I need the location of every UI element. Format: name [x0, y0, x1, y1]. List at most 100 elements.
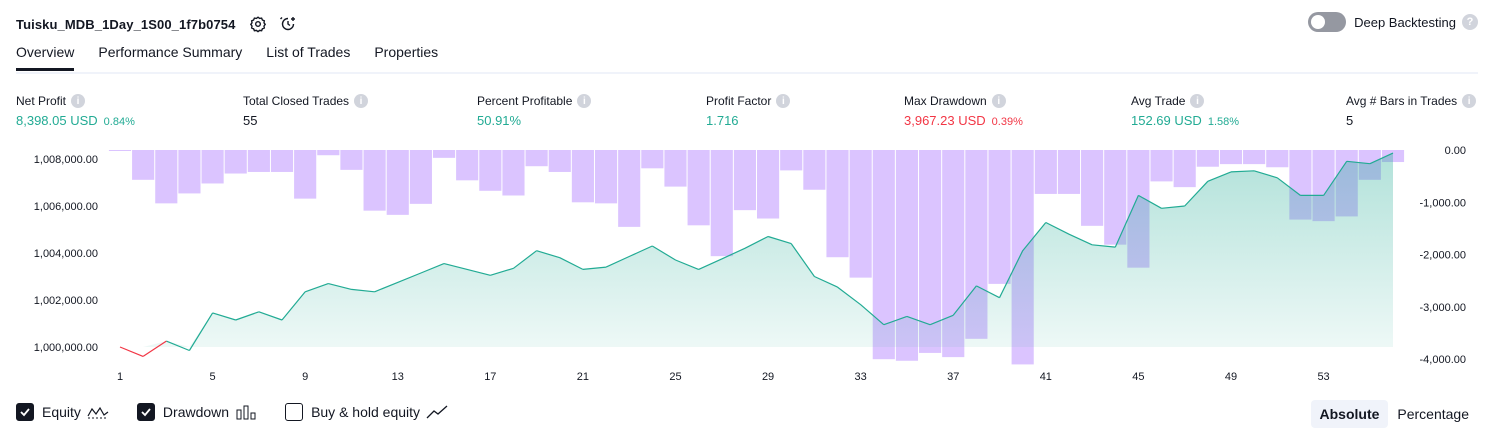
drawdown-bar — [1057, 150, 1081, 194]
drawdown-bar — [201, 150, 224, 184]
drawdown-bar — [525, 150, 548, 167]
trend-line-icon — [426, 405, 448, 419]
equity-checkbox[interactable] — [16, 403, 34, 421]
left-axis-tick: 1,002,000.00 — [34, 295, 98, 307]
tab-overview[interactable]: Overview — [16, 44, 75, 71]
metric-percent-profitable: Percent Profitable i 50.91% — [477, 94, 592, 128]
tabs-divider — [16, 72, 1478, 74]
drawdown-bar — [803, 150, 826, 190]
left-axis-tick: 1,000,000.00 — [34, 342, 98, 354]
drawdown-bar — [363, 150, 386, 211]
x-axis: 1 5 9 13 17 21 25 29 33 37 41 45 49 53 — [117, 371, 1330, 383]
left-axis-tick: 1,006,000.00 — [34, 201, 98, 213]
drawdown-bar — [919, 150, 942, 353]
info-icon[interactable]: i — [991, 94, 1006, 108]
drawdown-checkbox[interactable] — [136, 403, 155, 421]
info-icon[interactable]: i — [1190, 94, 1205, 108]
drawdown-bar — [1150, 150, 1173, 182]
x-axis-tick: 21 — [577, 371, 589, 383]
drawdown-bar — [1081, 150, 1104, 226]
drawdown-bar — [108, 150, 132, 151]
drawdown-bars — [108, 150, 1405, 365]
legend-buyhold[interactable]: Buy & hold equity — [285, 403, 448, 421]
strategy-title: Tuisku_MDB_1Day_1S00_1f7b0754 — [16, 16, 236, 32]
tab-properties[interactable]: Properties — [374, 44, 439, 60]
strategy-settings-button[interactable] — [245, 11, 271, 37]
chart-legend: Equity Drawdown Buy & hold equity — [16, 403, 476, 421]
buyhold-checkbox[interactable] — [285, 403, 304, 421]
drawdown-bar — [641, 150, 664, 169]
equity-drawdown-chart[interactable]: 1,008,000.00 1,006,000.00 1,004,000.00 1,00… — [0, 140, 1494, 394]
drawdown-bar — [386, 150, 409, 215]
legend-drawdown-label: Drawdown — [162, 404, 230, 420]
drawdown-bar — [571, 150, 594, 203]
metric-percent: 0.39% — [991, 116, 1023, 128]
percentage-button[interactable]: Percentage — [1397, 406, 1469, 422]
drawdown-bar — [1173, 150, 1196, 188]
x-axis-tick: 45 — [1132, 371, 1144, 383]
legend-drawdown[interactable]: Drawdown — [136, 403, 257, 421]
x-axis-tick: 1 — [117, 371, 123, 383]
help-icon[interactable]: ? — [1462, 14, 1478, 30]
info-icon[interactable]: i — [776, 94, 791, 108]
drawdown-bar — [895, 150, 919, 361]
x-axis-tick: 29 — [762, 371, 774, 383]
bar-chart-icon — [236, 405, 256, 420]
tab-bar: Overview Performance Summary List of Tra… — [16, 44, 462, 71]
drawdown-bar — [618, 150, 641, 227]
absolute-button[interactable]: Absolute — [1310, 400, 1389, 428]
equity-area — [119, 152, 1394, 357]
right-axis: 0.00 -1,000.00 -2,000.00 -3,000.00 -4,000.00 — [1420, 145, 1466, 366]
metric-value: 8,398.05 USD — [16, 113, 98, 128]
x-axis-tick: 25 — [669, 371, 681, 383]
tab-list-of-trades[interactable]: List of Trades — [266, 44, 351, 60]
drawdown-bar — [710, 150, 733, 257]
metric-value: 1.716 — [706, 113, 739, 128]
add-alert-button[interactable] — [275, 11, 301, 37]
value-mode-switch: Absolute Percentage — [1310, 400, 1479, 428]
drawdown-bar — [942, 150, 965, 358]
metric-avg-bars: Avg # Bars in Trades i 5 — [1346, 94, 1477, 128]
drawdown-bar — [270, 150, 294, 172]
metric-label: Total Closed Trades — [243, 94, 350, 108]
x-axis-tick: 49 — [1225, 371, 1237, 383]
tab-performance-summary[interactable]: Performance Summary — [98, 44, 243, 60]
legend-equity[interactable]: Equity — [16, 403, 109, 421]
info-icon[interactable]: i — [71, 94, 86, 108]
right-axis-tick: -4,000.00 — [1420, 354, 1466, 366]
info-icon[interactable]: i — [354, 94, 369, 108]
drawdown-bar — [340, 150, 363, 170]
equity-line-icon — [87, 406, 109, 419]
drawdown-bar — [1219, 150, 1243, 165]
metric-percent: 0.84% — [103, 116, 135, 128]
x-axis-tick: 17 — [484, 371, 496, 383]
drawdown-bar — [502, 150, 525, 196]
drawdown-bar — [733, 150, 756, 211]
check-icon — [141, 408, 151, 417]
metric-label: Max Drawdown — [904, 94, 987, 108]
metric-max-drawdown: Max Drawdown i 3,967.23 USD 0.39% — [904, 94, 1023, 128]
metric-value: 50.91% — [477, 113, 522, 128]
drawdown-bar — [1104, 150, 1127, 245]
deep-backtesting: Deep Backtesting ? — [1308, 12, 1478, 32]
x-axis-tick: 5 — [210, 371, 216, 383]
legend-equity-label: Equity — [42, 404, 81, 420]
deep-backtesting-toggle[interactable] — [1308, 12, 1347, 32]
drawdown-bar — [1034, 150, 1057, 194]
info-icon[interactable]: i — [1462, 94, 1477, 108]
check-icon — [20, 408, 30, 417]
drawdown-bar — [1266, 150, 1289, 168]
drawdown-bar — [155, 150, 178, 204]
metric-avg-trade: Avg Trade i 152.69 USD 1.58% — [1131, 94, 1239, 128]
right-axis-tick: -3,000.00 — [1420, 302, 1466, 314]
drawdown-bar — [594, 150, 618, 204]
drawdown-bar — [479, 150, 502, 191]
x-axis-tick: 13 — [392, 371, 404, 383]
info-icon[interactable]: i — [577, 94, 592, 108]
right-axis-tick: -1,000.00 — [1420, 197, 1466, 209]
metric-profit-factor: Profit Factor i 1.716 — [706, 94, 791, 128]
right-axis-tick: 0.00 — [1445, 145, 1466, 157]
drawdown-bar — [456, 150, 479, 181]
drawdown-bar — [247, 150, 270, 172]
drawdown-bar — [849, 150, 872, 278]
